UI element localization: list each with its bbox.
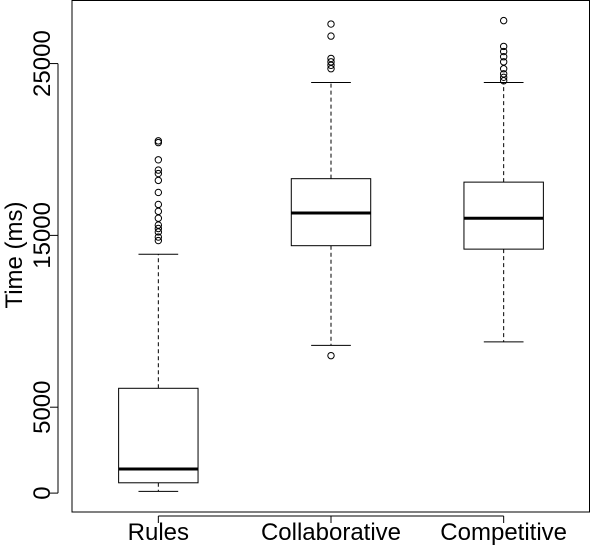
x-tick-label: Collaborative — [261, 519, 401, 546]
outlier-point — [499, 73, 508, 82]
outlier-point — [499, 16, 508, 25]
box-competitive — [463, 16, 544, 343]
y-tick-label: 15000 — [29, 202, 56, 269]
outlier-point — [154, 188, 163, 197]
box-rules — [118, 137, 199, 492]
iqr-box — [118, 387, 199, 484]
outlier-point — [154, 137, 163, 145]
outlier-point — [154, 214, 163, 222]
outlier-point — [154, 233, 163, 241]
iqr-box — [463, 181, 544, 250]
y-tick-label: 0 — [29, 486, 56, 499]
boxes — [118, 16, 544, 492]
outlier-point — [327, 351, 335, 360]
outlier-point — [154, 166, 163, 174]
axes: 0 5000 15000 25000 Rules Collaborative Competi… — [29, 30, 567, 546]
plot-frame — [71, 0, 590, 513]
y-tick-label: 5000 — [29, 380, 56, 433]
outlier-point — [154, 224, 163, 233]
outlier-point — [154, 200, 163, 209]
outlier-point — [499, 58, 508, 66]
y-axis-title: Time (ms) — [1, 201, 28, 308]
outlier-point — [499, 70, 508, 78]
outlier-point — [154, 156, 163, 164]
outlier-point — [499, 52, 508, 61]
y-tick-label: 25000 — [29, 30, 56, 97]
box-collaborative — [290, 20, 372, 360]
outlier-point — [327, 32, 335, 40]
x-tick-label: Rules — [128, 519, 189, 546]
outlier-point — [327, 54, 335, 63]
outlier-point — [327, 20, 335, 28]
outlier-point — [499, 42, 508, 51]
outlier-point — [154, 169, 163, 178]
outlier-point — [499, 47, 508, 56]
outlier-point — [327, 58, 335, 66]
x-tick-label: Competitive — [440, 519, 567, 546]
plot-border — [71, 0, 590, 513]
outlier-point — [154, 236, 163, 245]
outlier-point — [154, 176, 163, 185]
outlier-point — [154, 207, 163, 216]
